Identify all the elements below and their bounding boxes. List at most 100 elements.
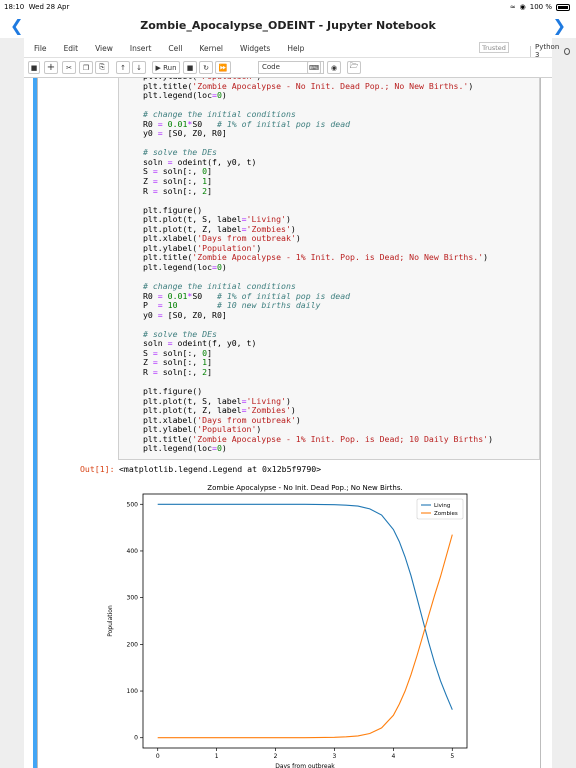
- code-line[interactable]: # solve the DEs: [143, 328, 217, 339]
- code-line[interactable]: y0 = [S0, Z0, R0]: [143, 128, 227, 139]
- code-line[interactable]: R = soln[:, 2]: [143, 185, 213, 196]
- restart-icon[interactable]: ↻: [199, 61, 213, 74]
- code-line[interactable]: plt.plot(t, Z, label='Zombies'): [143, 223, 296, 234]
- code-line[interactable]: plt.plot(t, S, label='Living'): [143, 214, 291, 225]
- menu-item-help[interactable]: Help: [287, 44, 305, 53]
- code-line[interactable]: plt.title('Zombie Apocalypse - No Init. …: [143, 80, 474, 91]
- code-line[interactable]: plt.figure(): [143, 204, 203, 215]
- open-folder-icon[interactable]: 🗁: [347, 61, 361, 74]
- status-right: ≈ ◉ 100 %: [510, 3, 570, 11]
- code-editor[interactable]: plt.ylabel('Population')plt.title('Zombi…: [143, 78, 493, 454]
- code-line[interactable]: P = 10 # 10 new births daily: [143, 300, 321, 311]
- code-line[interactable]: R = soln[:, 2]: [143, 366, 213, 377]
- menu-item-file[interactable]: File: [34, 44, 47, 53]
- code-line[interactable]: soln = odeint(f, y0, t): [143, 156, 257, 167]
- code-line[interactable]: plt.legend(loc=0): [143, 261, 227, 272]
- code-line[interactable]: R0 = 0.01*S0 # 1% of initial pop is dead: [143, 290, 351, 301]
- code-line[interactable]: # change the initial conditions: [143, 281, 296, 292]
- code-line[interactable]: plt.title('Zombie Apocalypse - 1% Init. …: [143, 433, 493, 444]
- run-label: Run: [163, 63, 177, 72]
- code-line[interactable]: S = soln[:, 0]: [143, 347, 213, 358]
- code-line[interactable]: R0 = 0.01*S0 # 1% of initial pop is dead: [143, 118, 351, 129]
- interrupt-icon[interactable]: ■: [183, 61, 197, 74]
- menu-item-insert[interactable]: Insert: [129, 44, 152, 53]
- battery-icon: [556, 3, 570, 11]
- menu-item-kernel[interactable]: Kernel: [199, 44, 224, 53]
- status-time: 18:10 Wed 28 Apr: [4, 3, 70, 11]
- code-line[interactable]: S = soln[:, 0]: [143, 166, 213, 177]
- back-chevron-icon[interactable]: ❮: [10, 16, 24, 35]
- battery-label: 100 %: [529, 3, 552, 11]
- chart-title: Zombie Apocalypse - No Init. Dead Pop.; …: [207, 484, 402, 492]
- output-text: <matplotlib.legend.Legend at 0x12b5f9790…: [119, 464, 322, 474]
- legend-label-living: Living: [434, 503, 450, 509]
- move-up-icon[interactable]: ↑: [116, 61, 130, 74]
- kernel-name[interactable]: Python 3: [535, 43, 560, 59]
- restart-run-all-icon[interactable]: ⏩: [215, 61, 231, 74]
- forward-chevron-icon[interactable]: ❯: [552, 16, 566, 35]
- code-input-area[interactable]: [118, 78, 540, 460]
- run-button[interactable]: ▶ Run: [152, 61, 180, 74]
- series-line-zombies: [157, 534, 453, 739]
- x-tick-label: 5: [450, 753, 454, 760]
- x-tick-label: 3: [333, 753, 337, 760]
- series-line-living: [157, 503, 453, 710]
- code-line[interactable]: y0 = [S0, Z0, R0]: [143, 309, 227, 320]
- code-line[interactable]: plt.figure(): [143, 386, 203, 397]
- y-tick-label: 300: [127, 595, 139, 602]
- save-icon[interactable]: ■: [28, 61, 40, 74]
- paste-icon[interactable]: ⎘: [95, 61, 109, 74]
- menu-item-edit[interactable]: Edit: [63, 44, 79, 53]
- run-icon: ▶: [155, 63, 161, 72]
- menu-item-view[interactable]: View: [95, 44, 113, 53]
- window-title: Zombie_Apocalypse_ODEINT - Jupyter Noteb…: [140, 19, 436, 32]
- legend-label-zombies: Zombies: [434, 511, 458, 517]
- code-line[interactable]: # change the initial conditions: [143, 109, 296, 120]
- code-line[interactable]: plt.ylabel('Population'): [143, 78, 493, 82]
- x-tick-label: 1: [215, 753, 219, 760]
- move-down-icon[interactable]: ↓: [132, 61, 146, 74]
- location-icon: ◉: [519, 3, 526, 11]
- cell-type-value: Code: [262, 63, 280, 71]
- output-plot: Zombie Apocalypse - No Init. Dead Pop.; …: [107, 484, 468, 768]
- code-line[interactable]: plt.legend(loc=0): [143, 90, 227, 101]
- y-tick-label: 500: [127, 501, 139, 508]
- kernel-status-icon: [564, 47, 571, 55]
- menu-item-cell[interactable]: Cell: [168, 44, 183, 53]
- code-line[interactable]: soln = odeint(f, y0, t): [143, 338, 257, 349]
- code-line[interactable]: plt.xlabel('Days from outbreak'): [143, 414, 301, 425]
- x-tick-label: 4: [391, 753, 395, 760]
- status-bar: 18:10 Wed 28 Apr ≈ ◉ 100 %: [0, 0, 576, 14]
- code-line[interactable]: plt.ylabel('Population'): [143, 424, 262, 435]
- keyboard-icon[interactable]: ⌨: [307, 61, 321, 74]
- code-line[interactable]: Z = soln[:, 1]: [143, 357, 213, 368]
- cell-border: [37, 78, 541, 768]
- menu-item-widgets[interactable]: Widgets: [240, 44, 271, 53]
- browser-nav-bar: ❮ Zombie_Apocalypse_ODEINT - Jupyter Not…: [0, 14, 576, 38]
- y-tick-label: 100: [127, 688, 139, 695]
- insert-cell-below-button[interactable]: +: [44, 61, 58, 74]
- cut-icon[interactable]: ✂: [62, 61, 76, 74]
- code-line[interactable]: Z = soln[:, 1]: [143, 176, 213, 187]
- code-line[interactable]: plt.legend(loc=0): [143, 443, 227, 454]
- output-prompt: Out[1]:: [80, 464, 115, 474]
- code-line[interactable]: # solve the DEs: [143, 147, 217, 158]
- copy-icon[interactable]: ❐: [79, 61, 93, 74]
- settings-icon[interactable]: ◉: [327, 61, 341, 74]
- x-axis-label: Days from outbreak: [275, 763, 335, 768]
- code-line[interactable]: plt.xlabel('Days from outbreak'): [143, 233, 301, 244]
- code-line[interactable]: plt.plot(t, Z, label='Zombies'): [143, 405, 296, 416]
- legend-box: [416, 498, 464, 520]
- kernel-indicator: Python 3: [530, 43, 571, 59]
- code-line[interactable]: plt.title('Zombie Apocalypse - 1% Init. …: [143, 252, 489, 263]
- plot-area: [142, 493, 468, 749]
- y-tick-label: 0: [134, 735, 138, 742]
- selected-cell-indicator: [33, 78, 37, 768]
- code-line[interactable]: plt.plot(t, S, label='Living'): [143, 395, 291, 406]
- trusted-badge[interactable]: Trusted: [479, 42, 509, 53]
- x-tick-label: 2: [274, 753, 278, 760]
- code-line[interactable]: plt.ylabel('Population'): [143, 242, 262, 253]
- x-tick-label: 0: [156, 753, 160, 760]
- menu-bar: File Edit View Insert Cell Kernel Widgets Help …: [24, 38, 571, 59]
- notebook-container: plt.ylabel('Population')plt.title('Zombi…: [24, 78, 552, 768]
